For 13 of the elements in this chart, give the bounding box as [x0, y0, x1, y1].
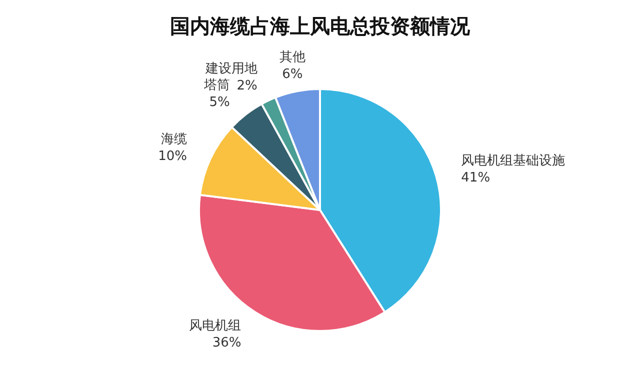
data-label: 41% [461, 170, 490, 186]
data-label: 10% [158, 148, 187, 164]
slice-label: 其他 [279, 50, 306, 65]
slice-label: 建设用地 [204, 61, 258, 76]
slice-label: 塔筒 [202, 78, 230, 94]
data-label: 36% [212, 335, 242, 350]
slice-label: 海缆 [160, 132, 187, 147]
data-label: 2% [236, 78, 258, 94]
chart-title: 国内海缆占海上风电总投资额情况 [169, 13, 471, 40]
data-label: 6% [282, 66, 303, 82]
slice-label: 风电机组 [189, 318, 242, 334]
data-label: 5% [209, 95, 230, 110]
slice-label: 风电机组基础设施 [461, 153, 566, 168]
